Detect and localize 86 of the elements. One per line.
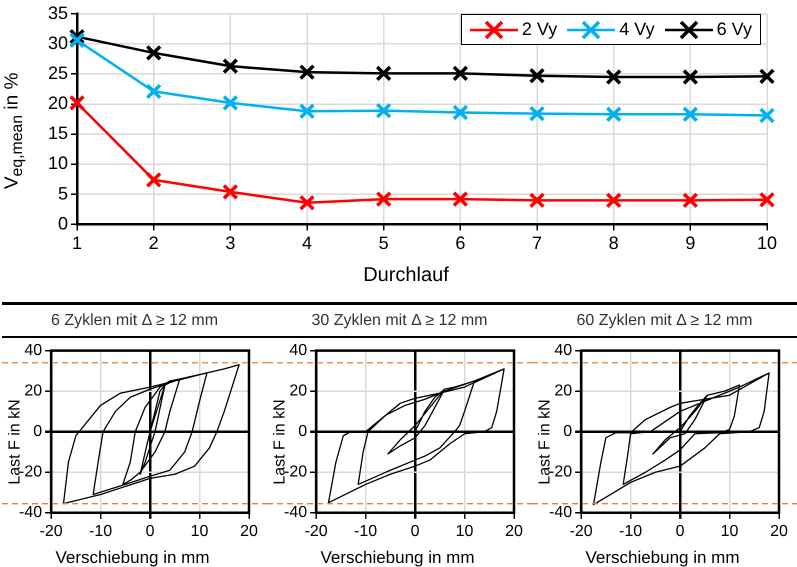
point — [452, 104, 468, 121]
point — [298, 103, 316, 120]
point — [758, 192, 776, 208]
x-tick-label: -20 — [304, 522, 328, 540]
point — [758, 107, 776, 124]
y-tick-label: 10 — [48, 153, 68, 174]
point — [528, 192, 546, 208]
point — [298, 64, 316, 80]
x-tick-label: 4 — [302, 233, 312, 254]
x-tick-label: -10 — [619, 522, 642, 540]
point — [606, 106, 622, 122]
x-tick-label: -10 — [89, 522, 112, 540]
point — [68, 94, 86, 111]
point — [606, 68, 622, 86]
x-tick-label: 0 — [410, 522, 420, 540]
x-axis-title: Verschiebung in mm — [319, 548, 476, 567]
x-tick-label: 0 — [676, 522, 685, 540]
x-tick-label: 3 — [225, 233, 236, 254]
x-tick-label: 10 — [720, 522, 739, 540]
point — [298, 194, 316, 211]
y-tick-label: 0 — [298, 423, 308, 440]
y-tick-label: 5 — [58, 183, 68, 204]
point — [222, 58, 238, 74]
y-tick-label: 20 — [289, 382, 308, 400]
x-tick-label: 20 — [770, 522, 788, 540]
point — [376, 65, 392, 82]
x-tick-label: 10 — [456, 522, 474, 540]
legend-label: 6 Vy — [716, 19, 752, 40]
chart-title: 30 Zyklen mit Δ ≥ 12 mm — [267, 302, 532, 338]
x-tick-label: 10 — [756, 233, 778, 254]
y-tick-label: 20 — [554, 382, 572, 400]
y-tick-label: -40 — [284, 504, 308, 522]
point — [376, 191, 392, 208]
point — [222, 94, 238, 111]
x-tick-label: 1 — [72, 233, 82, 254]
x-tick-label: 20 — [505, 522, 523, 540]
point — [758, 68, 776, 84]
x-tick-label: 6 — [455, 233, 466, 254]
x-tick-label: 5 — [378, 233, 389, 254]
y-tick-label: 15 — [48, 123, 68, 144]
y-tick-label: 0 — [563, 423, 572, 440]
point — [146, 172, 162, 188]
x-tick-label: 9 — [685, 233, 696, 254]
y-tick-label: 40 — [289, 342, 308, 360]
y-tick-label: 30 — [48, 32, 68, 53]
point — [452, 65, 468, 82]
point — [682, 106, 698, 122]
x-axis-title: Durchlauf — [362, 264, 450, 287]
point — [222, 184, 238, 200]
legend-label: 2 Vy — [522, 19, 558, 40]
y-tick-label: -20 — [284, 464, 308, 481]
point — [452, 191, 468, 208]
point — [376, 102, 392, 119]
x-axis-title: Verschiebung in mm — [54, 548, 211, 567]
chart-title: 6 Zyklen mit Δ ≥ 12 mm — [2, 302, 267, 338]
x-tick-label: 10 — [190, 522, 209, 540]
point — [68, 32, 86, 48]
point — [146, 83, 162, 100]
x-tick-label: -20 — [570, 522, 593, 540]
y-tick-label: 0 — [58, 213, 68, 234]
y-tick-label: 20 — [24, 382, 42, 400]
y-tick-label: -20 — [19, 464, 42, 481]
x-tick-label: 0 — [146, 522, 155, 540]
x-axis-title: Verschiebung in mm — [584, 548, 741, 567]
x-tick-label: -10 — [354, 522, 378, 540]
y-tick-label: 40 — [554, 342, 572, 360]
point — [146, 44, 162, 62]
y-tick-label: 25 — [48, 62, 68, 83]
chart-title: 60 Zyklen mit Δ ≥ 12 mm — [532, 302, 797, 338]
x-tick-label: 20 — [240, 522, 258, 540]
point — [682, 192, 698, 208]
y-tick-label: -20 — [549, 464, 572, 481]
y-tick-label: 35 — [48, 2, 68, 23]
point — [528, 106, 546, 122]
point — [606, 192, 622, 208]
x-tick-label: 8 — [608, 233, 619, 254]
x-tick-label: 7 — [532, 233, 542, 254]
y-tick-label: 0 — [33, 423, 42, 440]
y-tick-label: -40 — [549, 504, 572, 522]
legend-label: 4 Vy — [619, 19, 655, 40]
x-tick-label: 2 — [148, 233, 159, 254]
y-tick-label: 20 — [48, 93, 68, 114]
y-tick-label: 40 — [24, 342, 42, 360]
point — [528, 68, 546, 84]
y-tick-label: -40 — [19, 504, 42, 522]
point — [682, 68, 698, 86]
